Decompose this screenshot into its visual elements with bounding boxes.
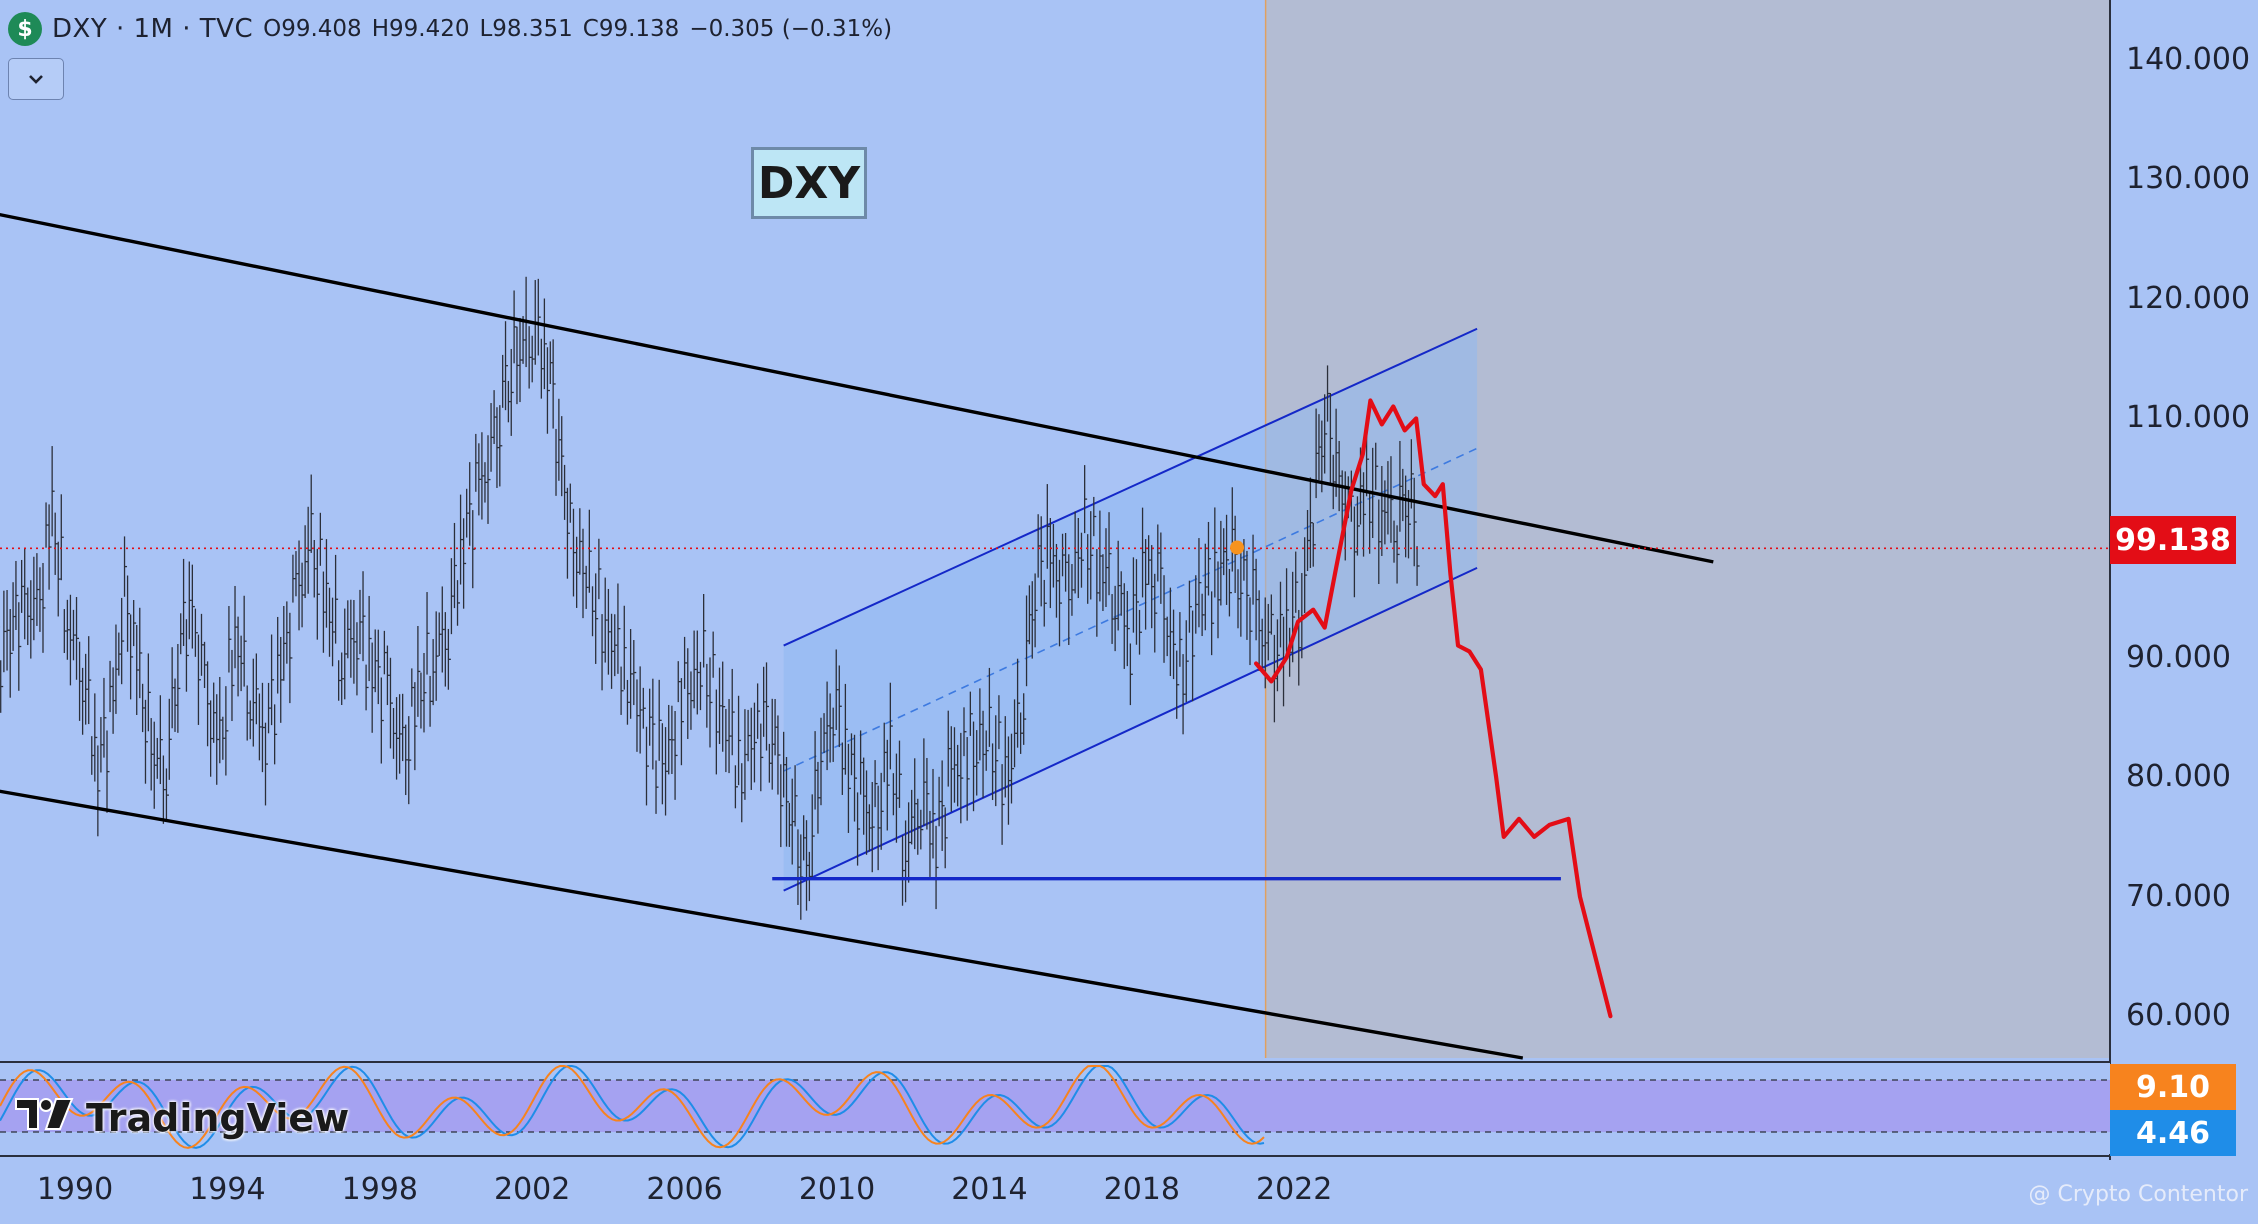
oscillator-k-line (0, 1065, 1265, 1149)
change-value: −0.305 (−0.31%) (689, 16, 893, 42)
time-tick-label: 1990 (36, 1172, 114, 1207)
collapse-legend-button[interactable] (8, 58, 64, 100)
price-tick-label: 120.000 (2126, 280, 2251, 316)
symbol-name[interactable]: DXY · 1M · TVC (52, 14, 254, 44)
price-tick-label: 130.000 (2126, 161, 2251, 197)
close-value: C99.138 (582, 16, 680, 42)
dollar-icon: $ (8, 12, 42, 46)
symbol-header: $ DXY · 1M · TVC O99.408 H99.420 L98.351… (8, 8, 892, 50)
open-value: O99.408 (263, 16, 362, 42)
price-tick-label: 90.000 (2126, 639, 2231, 675)
time-tick-label: 2014 (951, 1172, 1028, 1207)
channel-median-line (783, 447, 1478, 772)
chevron-down-icon (29, 75, 43, 84)
oscillator-k-tag: 9.10 (2110, 1064, 2236, 1110)
time-tick-label: 2002 (494, 1172, 571, 1207)
dxy-text-label[interactable]: DXY (751, 147, 867, 219)
tradingview-logo: TradingView (14, 1095, 349, 1141)
low-value: L98.351 (479, 16, 573, 42)
price-tick-label: 110.000 (2126, 400, 2251, 436)
oscillator-d-tag: 4.46 (2110, 1110, 2236, 1156)
time-tick-label: 2006 (646, 1172, 723, 1207)
logo-text: TradingView (86, 1096, 350, 1140)
alert-marker (1230, 540, 1245, 555)
forecast-path (1253, 398, 1613, 1019)
tradingview-mark-icon (14, 1095, 76, 1142)
time-tick-label: 1994 (189, 1172, 266, 1207)
time-tick-label: 2018 (1103, 1172, 1180, 1207)
upper-trendline (0, 212, 1714, 564)
author-watermark: @ Crypto Contentor (2028, 1182, 2248, 1207)
oscillator-d-line (0, 1065, 1265, 1149)
price-tick-label: 60.000 (2126, 998, 2231, 1034)
price-tick-label: 80.000 (2126, 759, 2231, 795)
price-tick-label: 70.000 (2126, 878, 2231, 914)
last-price-tag: 99.138 (2110, 516, 2236, 564)
price-axis-panel (2110, 0, 2258, 1224)
lower-trendline (0, 789, 1524, 1060)
price-tick-label: 140.000 (2126, 41, 2251, 77)
channel-upper-line (783, 327, 1478, 647)
channel-lower-line (783, 566, 1478, 892)
time-tick-label: 2022 (1256, 1172, 1333, 1207)
high-value: H99.420 (371, 16, 470, 42)
time-tick-label: 2010 (798, 1172, 876, 1207)
price-bars (0, 276, 1420, 920)
time-tick-label: 1998 (341, 1172, 418, 1207)
